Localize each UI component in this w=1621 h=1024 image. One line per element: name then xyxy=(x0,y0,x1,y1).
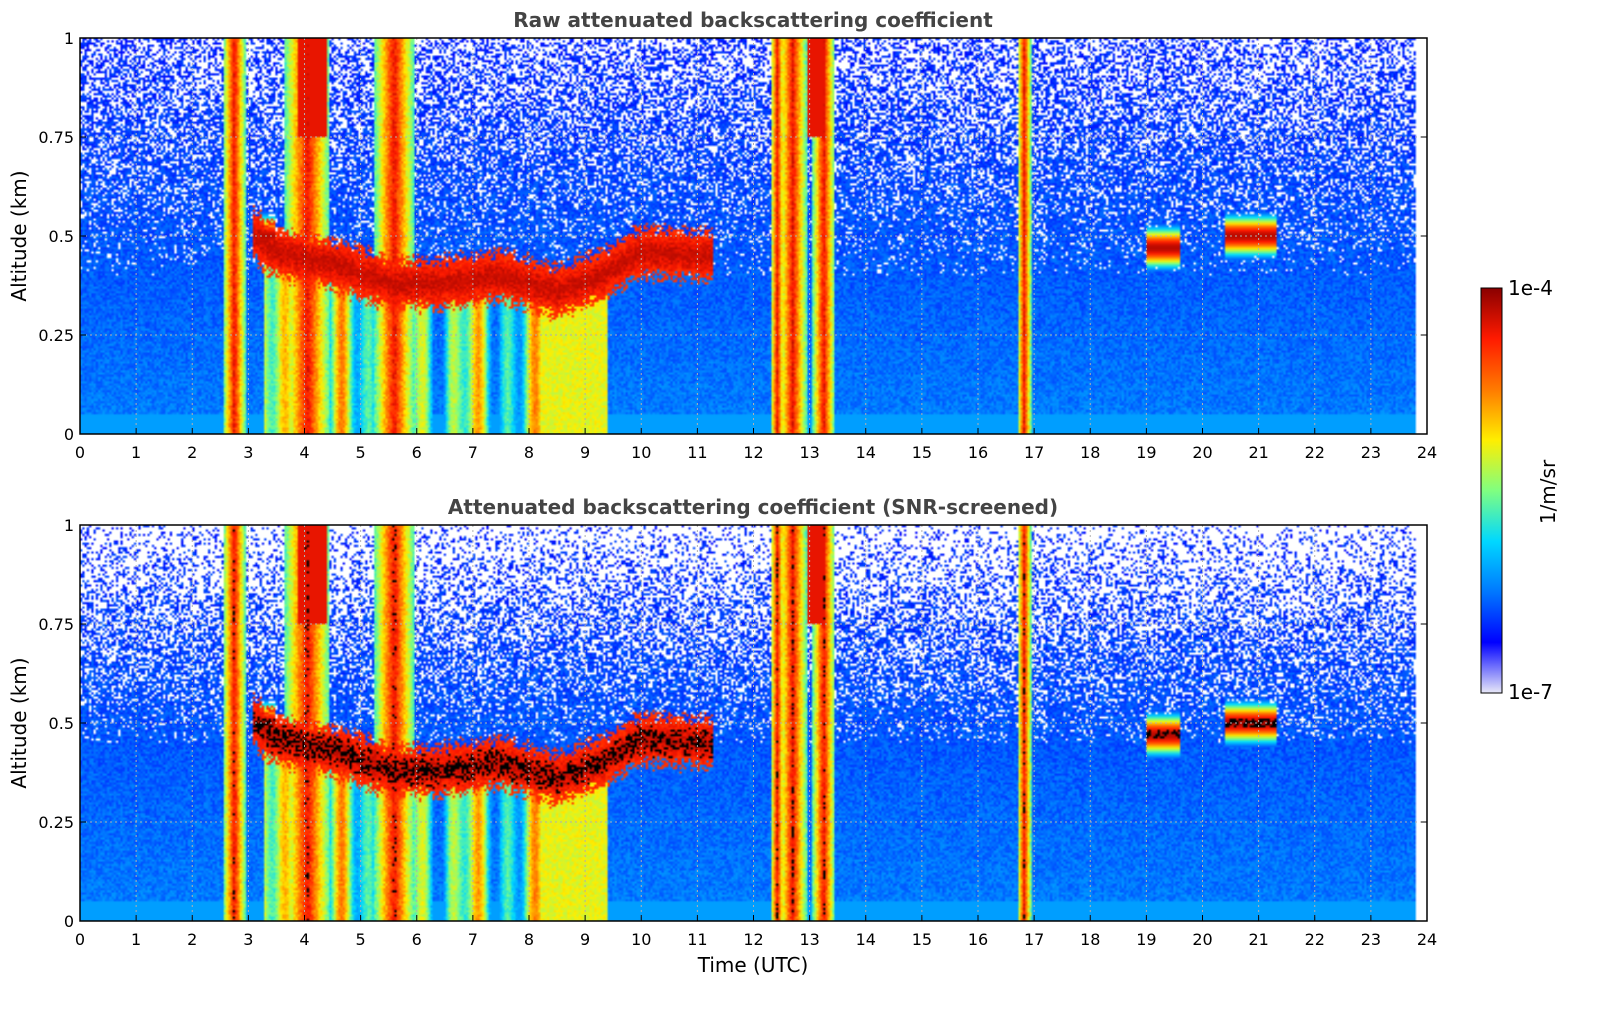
x-axis-screened: 0 1 2 3 4 5 6 7 8 9 10 11 12 13 14 15 16 17 18 19 20 21 22 23 24 xyxy=(75,915,1437,949)
x-tick-label: 24 xyxy=(1417,443,1437,462)
y-tick-label: 1 xyxy=(64,516,74,535)
x-tick-label: 4 xyxy=(299,443,309,462)
x-tick-label: 20 xyxy=(1192,930,1212,949)
x-tick-label: 0 xyxy=(75,443,85,462)
x-tick-label: 14 xyxy=(856,443,876,462)
y-tick-label: 0.25 xyxy=(38,813,74,832)
y-tick-label: 1 xyxy=(64,29,74,48)
x-tick-label: 11 xyxy=(687,930,707,949)
colorbar-min-label: 1e-7 xyxy=(1508,680,1553,704)
x-tick-label: 7 xyxy=(468,930,478,949)
y-tick-label: 0.5 xyxy=(49,227,74,246)
chart-title-screened: Attenuated backscattering coefficient (S… xyxy=(448,495,1058,519)
x-tick-label: 7 xyxy=(468,443,478,462)
x-tick-label: 10 xyxy=(631,930,651,949)
x-tick-label: 2 xyxy=(187,930,197,949)
screened-backscatter-panel: 0 1 2 3 4 5 6 7 8 9 10 11 12 13 14 15 16 17 18 19 20 21 22 23 24… xyxy=(38,516,1437,949)
colorbar-gradient xyxy=(1480,287,1503,694)
x-tick-label: 22 xyxy=(1305,443,1325,462)
x-tick-label: 13 xyxy=(799,443,819,462)
x-tick-label: 22 xyxy=(1305,930,1325,949)
y-tick-label: 0.75 xyxy=(38,128,74,147)
colorbar: 1e-4 1e-7 1/m/sr xyxy=(1480,276,1560,704)
x-tick-label: 4 xyxy=(299,930,309,949)
x-tick-label: 18 xyxy=(1080,930,1100,949)
x-tick-label: 16 xyxy=(968,930,988,949)
x-tick-label: 2 xyxy=(187,443,197,462)
x-tick-label: 16 xyxy=(968,443,988,462)
x-tick-label: 5 xyxy=(356,930,366,949)
y-tick-label: 0.5 xyxy=(49,714,74,733)
x-tick-label: 1 xyxy=(131,443,141,462)
x-tick-label: 10 xyxy=(631,443,651,462)
x-axis-label: Time (UTC) xyxy=(697,953,809,977)
y-axis-label-screened: Altitude (km) xyxy=(7,657,31,788)
x-tick-label: 19 xyxy=(1136,443,1156,462)
y-axis-raw: 0 0.25 0.5 0.75 1 xyxy=(38,29,1427,444)
x-tick-label: 5 xyxy=(356,443,366,462)
x-tick-label: 3 xyxy=(243,443,253,462)
y-tick-label: 0 xyxy=(64,912,74,931)
x-tick-label: 21 xyxy=(1248,443,1268,462)
colorbar-max-label: 1e-4 xyxy=(1508,276,1553,300)
y-tick-label: 0 xyxy=(64,425,74,444)
y-tick-label: 0.25 xyxy=(38,326,74,345)
y-axis-screened: 0 0.25 0.5 0.75 1 xyxy=(38,516,1427,931)
x-tick-label: 8 xyxy=(524,930,534,949)
y-axis-label-raw: Altitude (km) xyxy=(7,170,31,301)
x-tick-label: 19 xyxy=(1136,930,1156,949)
x-tick-label: 17 xyxy=(1024,443,1044,462)
colorbar-unit-label: 1/m/sr xyxy=(1536,459,1560,524)
x-tick-label: 21 xyxy=(1248,930,1268,949)
x-tick-label: 15 xyxy=(912,930,932,949)
x-tick-label: 1 xyxy=(131,930,141,949)
chart-title-raw: Raw attenuated backscattering coefficien… xyxy=(513,8,993,32)
x-tick-label: 6 xyxy=(412,443,422,462)
x-tick-label: 23 xyxy=(1361,930,1381,949)
x-tick-label: 12 xyxy=(743,443,763,462)
x-tick-label: 15 xyxy=(912,443,932,462)
x-tick-label: 20 xyxy=(1192,443,1212,462)
x-tick-label: 17 xyxy=(1024,930,1044,949)
x-tick-label: 14 xyxy=(856,930,876,949)
grid-raw xyxy=(79,37,1428,435)
y-tick-label: 0.75 xyxy=(38,615,74,634)
x-tick-label: 9 xyxy=(580,443,590,462)
x-tick-label: 6 xyxy=(412,930,422,949)
x-tick-label: 23 xyxy=(1361,443,1381,462)
x-tick-label: 12 xyxy=(743,930,763,949)
x-tick-label: 3 xyxy=(243,930,253,949)
x-tick-label: 24 xyxy=(1417,930,1437,949)
x-tick-label: 11 xyxy=(687,443,707,462)
x-tick-label: 13 xyxy=(799,930,819,949)
x-tick-label: 18 xyxy=(1080,443,1100,462)
x-tick-label: 0 xyxy=(75,930,85,949)
x-tick-label: 8 xyxy=(524,443,534,462)
x-axis-raw: 0 1 2 3 4 5 6 7 8 9 10 11 12 13 14 15 16 17 18 19 20 21 22 23 24 xyxy=(75,428,1437,462)
raw-backscatter-panel: 0 1 2 3 4 5 6 7 8 9 10 11 12 13 14 15 16 17 18 19 20 21 22 23 24… xyxy=(38,29,1437,462)
x-tick-label: 9 xyxy=(580,930,590,949)
